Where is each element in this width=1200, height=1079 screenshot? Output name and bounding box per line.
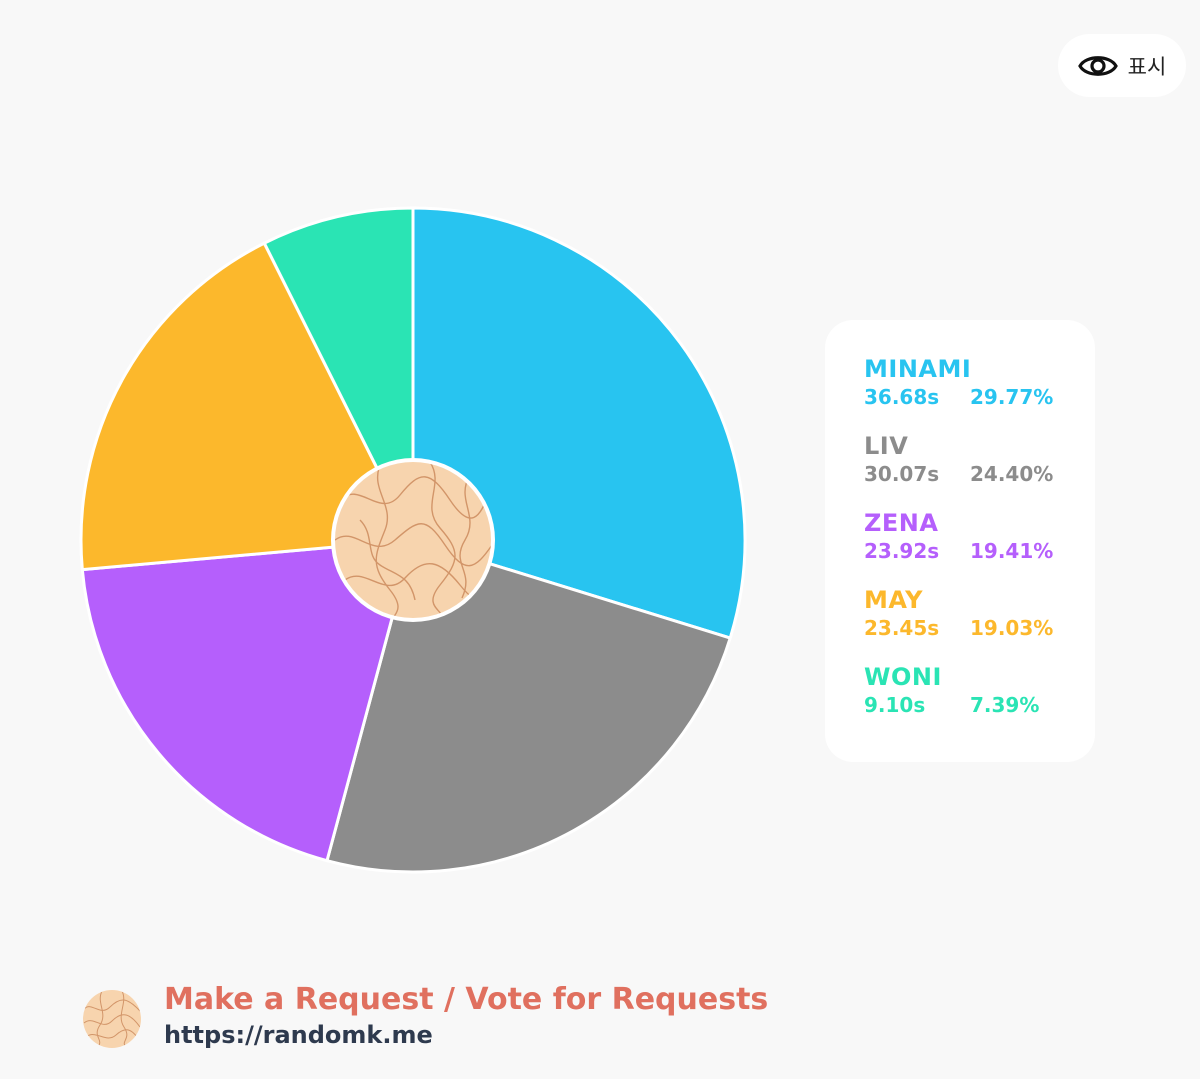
eye-icon <box>1077 55 1118 76</box>
legend-percent: 19.03% <box>970 616 1054 640</box>
pie-slice-liv[interactable] <box>325 538 732 874</box>
legend-panel: MINAMI 36.68s 29.77% LIV 30.07s 24.40% ZENA 23.… <box>825 320 1095 762</box>
legend-item-may: MAY 23.45s 19.03% <box>864 585 1095 662</box>
legend-time: 30.07s <box>864 462 940 486</box>
pie-slice-minami[interactable] <box>411 206 747 640</box>
legend-time: 23.92s <box>864 539 940 563</box>
legend-percent: 7.39% <box>970 693 1040 717</box>
legend-item-minami: MINAMI 36.68s 29.77% <box>864 354 1095 431</box>
pie-slice-woni[interactable] <box>262 206 415 542</box>
show-label: 표시 <box>1127 54 1167 79</box>
legend-name: ZENA <box>864 509 939 537</box>
footer-logo-icon <box>83 990 141 1048</box>
legend-time: 36.68s <box>864 385 940 409</box>
pie-slice-zena[interactable] <box>80 538 415 863</box>
legend-name: MINAMI <box>864 355 972 383</box>
legend-percent: 19.41% <box>970 539 1054 563</box>
show-button[interactable]: 표시 <box>1058 34 1186 97</box>
legend-name: MAY <box>864 586 924 614</box>
legend-item-liv: LIV 30.07s 24.40% <box>864 431 1095 508</box>
pie-slices <box>79 206 747 874</box>
legend-values: 23.92s 19.41% <box>864 538 1095 564</box>
legend-percent: 29.77% <box>970 385 1054 409</box>
request-link[interactable]: Make a Request / Vote for Requests <box>164 982 769 1017</box>
legend-values: 23.45s 19.03% <box>864 615 1095 641</box>
legend-name: WONI <box>864 663 942 691</box>
legend-time: 23.45s <box>864 616 940 640</box>
legend-time: 9.10s <box>864 693 926 717</box>
legend-values: 36.68s 29.77% <box>864 384 1095 410</box>
legend-percent: 24.40% <box>970 462 1054 486</box>
legend-name: LIV <box>864 432 909 460</box>
center-logo <box>331 458 495 622</box>
footer: Make a Request / Vote for Requests https… <box>164 980 768 1050</box>
legend-values: 9.10s 7.39% <box>864 692 1095 718</box>
pie-slice-may[interactable] <box>79 241 415 572</box>
legend-values: 30.07s 24.40% <box>864 461 1095 487</box>
legend-item-woni: WONI 9.10s 7.39% <box>864 662 1095 739</box>
site-url[interactable]: https://randomk.me <box>164 1021 433 1049</box>
legend-item-zena: ZENA 23.92s 19.41% <box>864 508 1095 585</box>
